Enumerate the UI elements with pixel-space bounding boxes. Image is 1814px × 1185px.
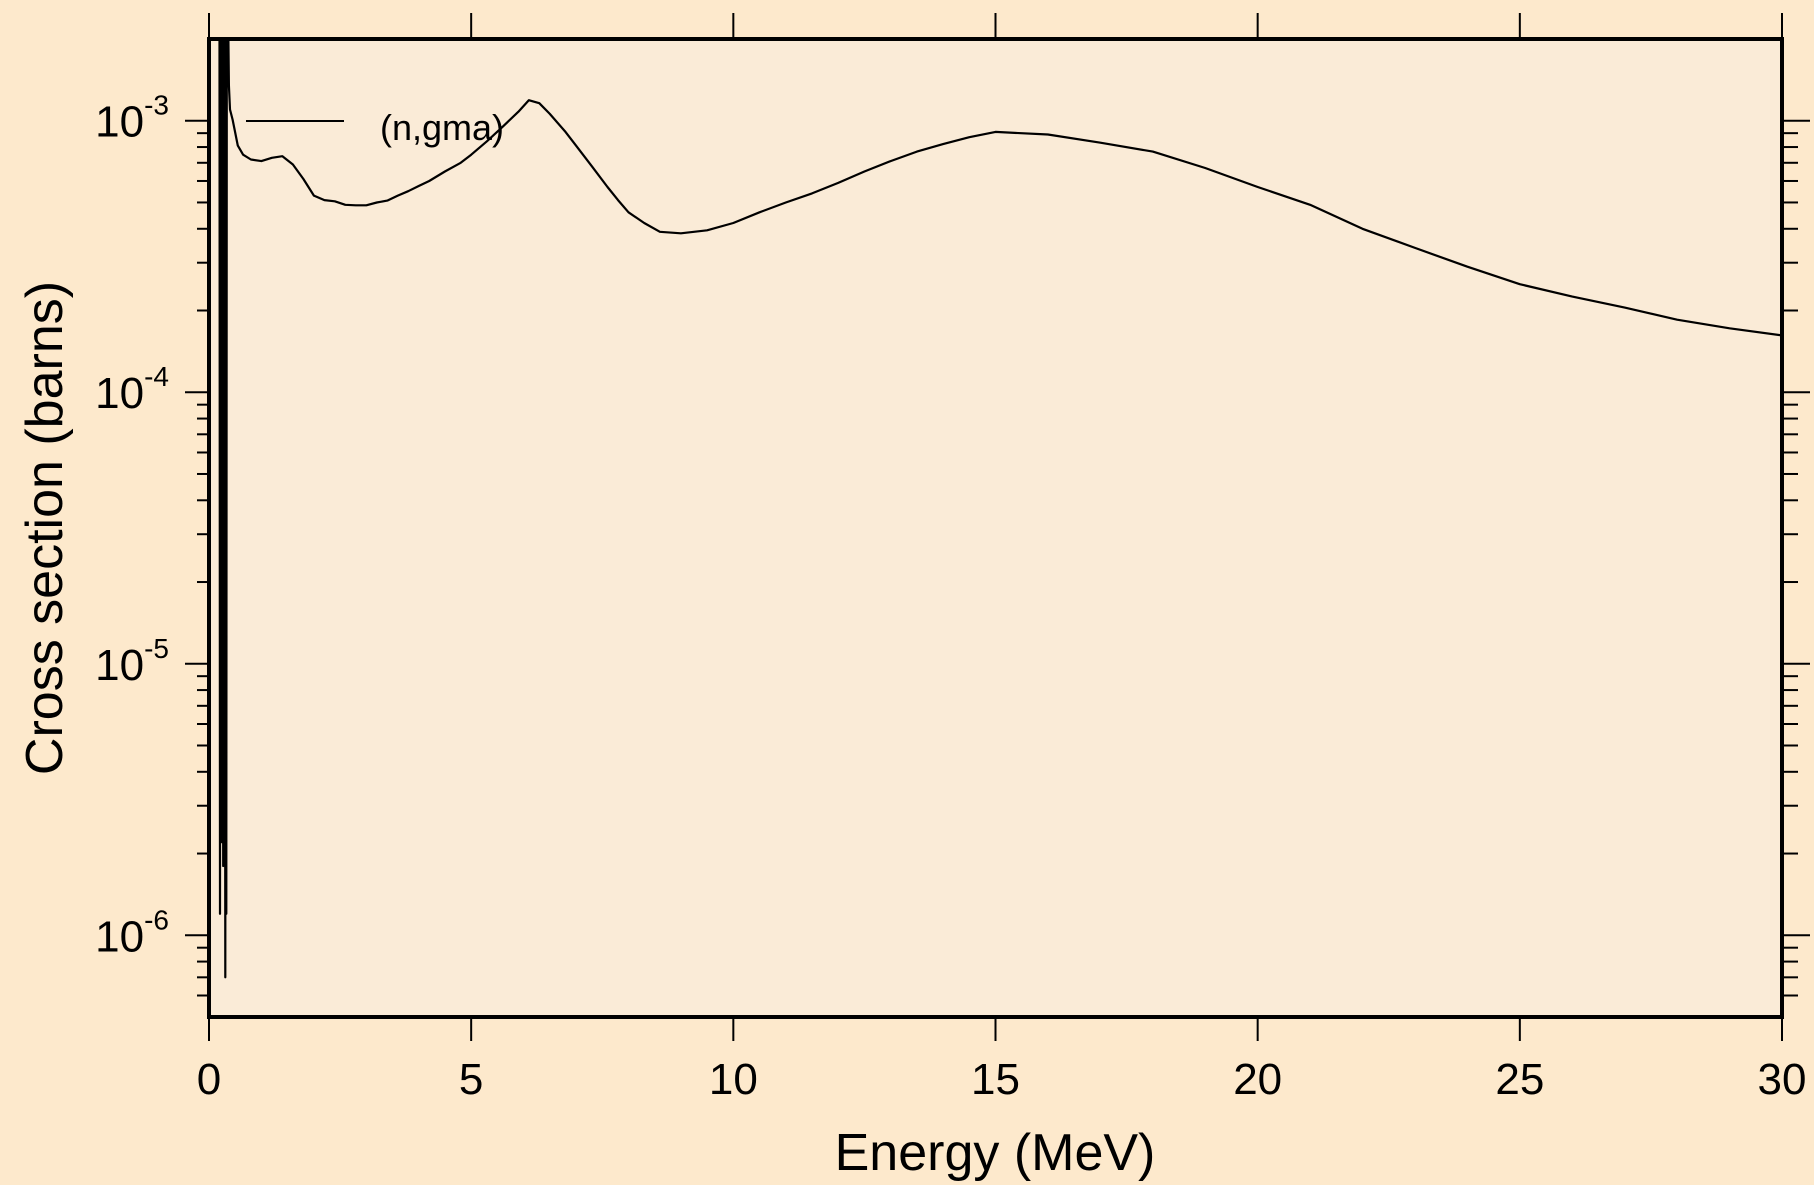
y-tick-label: 10-4 <box>95 361 169 418</box>
y-tick-exponent: -3 <box>144 90 169 121</box>
legend-label: (n,gma) <box>380 107 504 148</box>
x-tick-label: 0 <box>197 1055 221 1104</box>
legend: (n,gma) <box>246 107 504 148</box>
x-tick-label: 10 <box>709 1055 758 1104</box>
y-tick-exponent: -6 <box>144 904 169 935</box>
x-tick-label: 5 <box>459 1055 483 1104</box>
plot-area <box>207 37 1784 1019</box>
x-tick-label: 15 <box>971 1055 1020 1104</box>
y-axis-title: Cross section (barns) <box>16 281 74 775</box>
y-tick-label: 10-3 <box>95 90 169 147</box>
y-tick-label: 10-6 <box>95 904 169 961</box>
x-tick-label: 30 <box>1758 1055 1807 1104</box>
y-tick-label: 10-5 <box>95 633 169 690</box>
y-tick-exponent: -5 <box>144 633 169 664</box>
x-axis-title: Energy (MeV) <box>835 1124 1156 1182</box>
y-tick-exponent: -4 <box>144 361 169 392</box>
x-tick-label: 20 <box>1233 1055 1282 1104</box>
x-tick-label: 25 <box>1495 1055 1544 1104</box>
axis-ticks: 0 5 10 15 20 25 30 10-6 10-5 10-4 10-3 <box>95 13 1810 1104</box>
series-layer <box>218 37 1783 979</box>
series-line <box>218 37 1783 979</box>
